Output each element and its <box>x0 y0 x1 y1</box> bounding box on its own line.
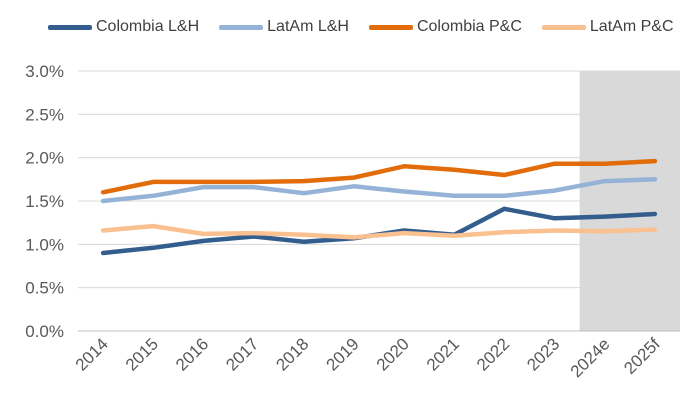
legend-swatch <box>219 24 264 30</box>
legend: Colombia L&H LatAm L&H Colombia P&C LatA… <box>48 18 694 36</box>
x-tick-label: 2017 <box>222 334 262 374</box>
legend-swatch <box>48 24 92 30</box>
y-tick-label: 2.5% <box>25 105 64 124</box>
series-line-latam-l-h <box>100 177 658 204</box>
x-tick-label: 2024e <box>567 334 614 381</box>
y-tick-label: 0.5% <box>25 279 64 298</box>
legend-item-latam-lh: LatAm L&H <box>219 18 349 36</box>
legend-swatch <box>541 24 586 30</box>
legend-item-colombia-pc: Colombia P&C <box>368 18 522 36</box>
legend-swatch <box>368 24 413 30</box>
x-tick-label: 2021 <box>423 334 463 374</box>
x-tick-label: 2015 <box>122 334 162 374</box>
legend-label: Colombia L&H <box>96 18 200 35</box>
x-tick-label: 2025f <box>620 334 664 378</box>
x-tick-label: 2023 <box>523 334 563 374</box>
legend-item-latam-pc: LatAm P&C <box>541 18 674 36</box>
series-line-colombia-p-c <box>100 158 658 195</box>
y-tick-label: 2.0% <box>25 149 64 168</box>
y-tick-label: 1.0% <box>25 235 64 254</box>
x-tick-label: 2020 <box>373 334 413 374</box>
x-tick-label: 2018 <box>272 334 312 374</box>
x-tick-label: 2016 <box>172 334 212 374</box>
legend-label: Colombia P&C <box>416 18 522 35</box>
y-tick-label: 1.5% <box>25 192 64 211</box>
legend-label: LatAm P&C <box>589 18 674 35</box>
legend-label: LatAm L&H <box>267 18 349 35</box>
y-tick-label: 3.0% <box>25 62 64 81</box>
x-tick-label: 2019 <box>323 334 363 374</box>
legend-item-colombia-lh: Colombia L&H <box>48 18 199 36</box>
series-line-latam-p-c <box>100 223 658 240</box>
x-tick-label: 2014 <box>72 334 112 374</box>
x-tick-label: 2022 <box>473 334 513 374</box>
y-tick-label: 0.0% <box>25 322 64 341</box>
